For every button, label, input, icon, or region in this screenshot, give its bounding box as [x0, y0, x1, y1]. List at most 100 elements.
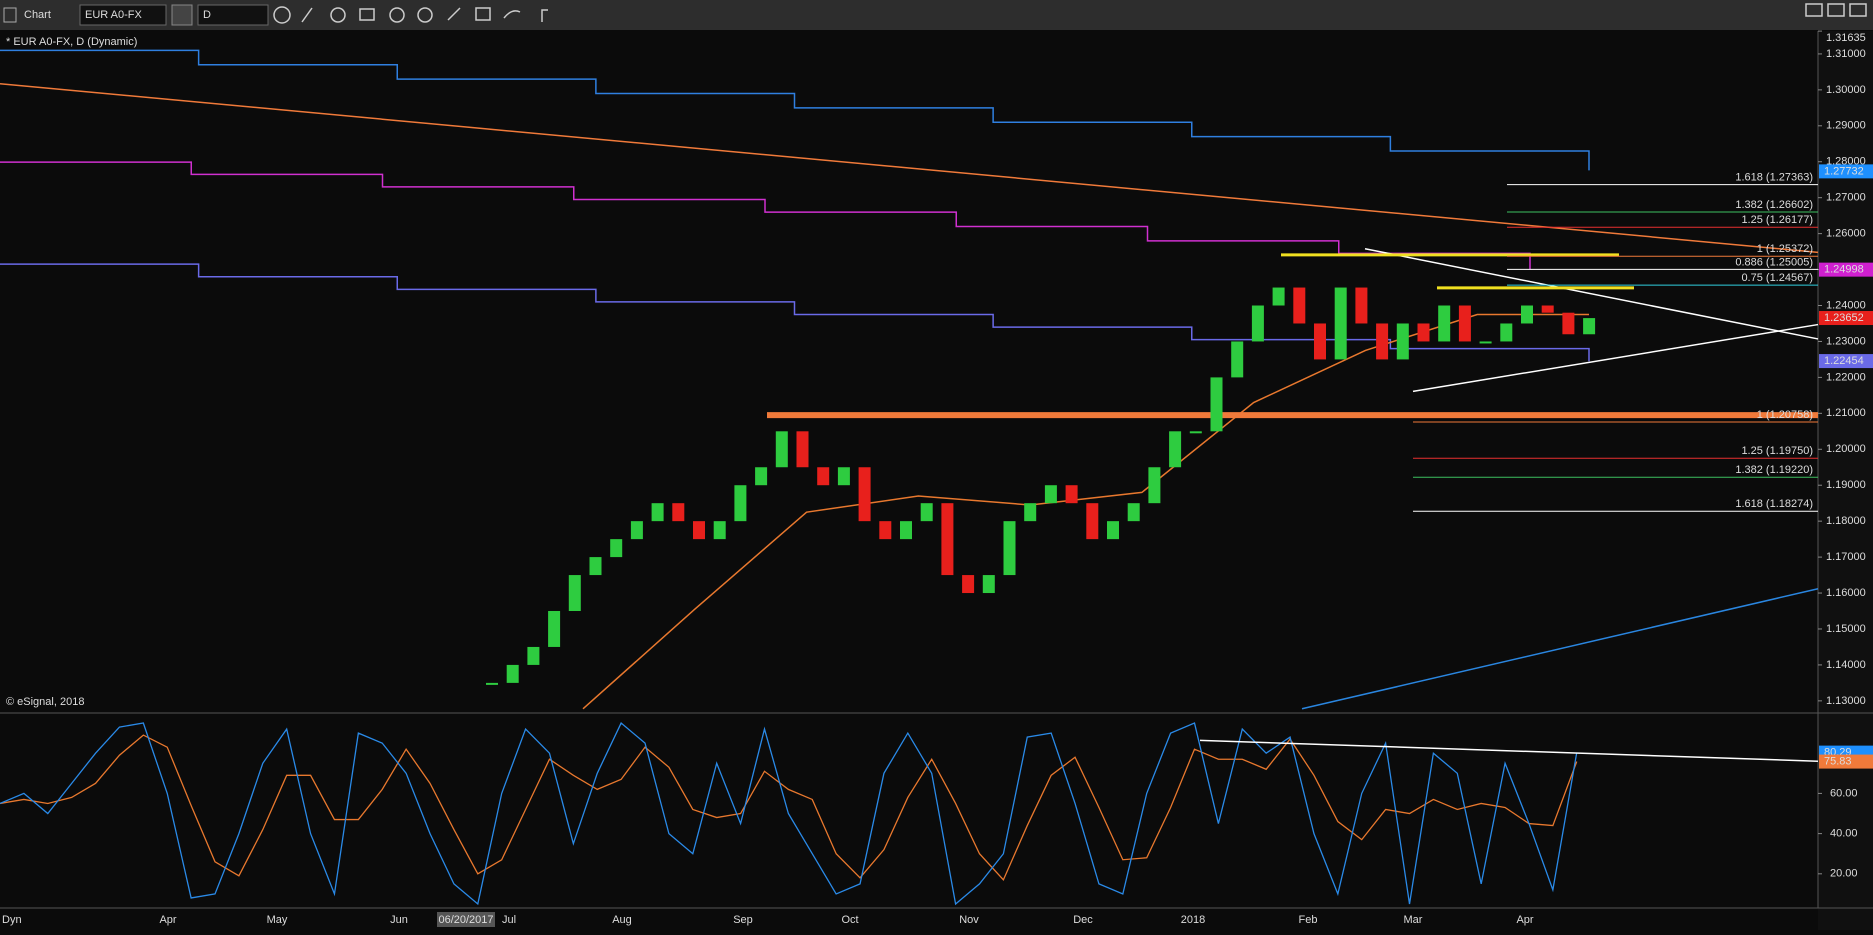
study-tool[interactable]: [359, 8, 375, 21]
x-tick-label: Feb: [1299, 914, 1318, 926]
candle: [1479, 341, 1492, 344]
candle: [755, 467, 768, 486]
candle: [1210, 377, 1223, 432]
y-tick-label: 1.21000: [1826, 407, 1866, 419]
candle: [1541, 305, 1554, 313]
chart-icon: [3, 7, 17, 23]
stoch-line: [0, 722, 1578, 906]
price-marker: [1819, 262, 1873, 277]
candle: [1127, 503, 1140, 522]
candle: [941, 503, 954, 576]
candle: [527, 646, 540, 665]
y-tick-label: 1.19000: [1826, 479, 1866, 491]
pane-label: * EUR A0-FX, D (Dynamic): [6, 36, 137, 48]
stoch-marker: [1819, 754, 1873, 769]
twitter-button[interactable]: [503, 10, 521, 19]
symbol[interactable]: EUR A0-FX: [85, 9, 143, 21]
x-tick-label: Aug: [612, 914, 632, 926]
symbol-button[interactable]: [171, 4, 193, 26]
y-tick-label: 1.22000: [1826, 371, 1866, 383]
x-tick-label: Jun: [390, 914, 408, 926]
x-tick-label: Apr: [159, 914, 176, 926]
symbol-box[interactable]: [79, 4, 167, 26]
candle: [1293, 287, 1306, 324]
y-tick-label: 1.18000: [1826, 515, 1866, 527]
x-tick-label: May: [267, 914, 288, 926]
candle: [1169, 431, 1182, 468]
overlay-line: [1301, 587, 1819, 710]
candle: [858, 467, 871, 522]
fib-label: 1 (1.25372): [1757, 243, 1813, 255]
play-tool[interactable]: [389, 7, 405, 23]
price-axis: [1818, 31, 1873, 930]
price-marker-label: 1.24998: [1824, 264, 1864, 276]
candle: [1065, 485, 1078, 504]
facebook-button[interactable]: [541, 9, 548, 22]
price-marker: [1819, 354, 1873, 369]
interval[interactable]: D: [203, 9, 211, 21]
candle: [672, 503, 685, 522]
x-tick-label: Apr: [1516, 914, 1533, 926]
candle: [1272, 287, 1285, 306]
candle: [817, 467, 830, 486]
candle: [1314, 323, 1326, 360]
copyright: © eSignal, 2018: [6, 696, 84, 708]
cursor-date-box: [437, 912, 495, 927]
y-tick-label: 1.30000: [1826, 84, 1866, 96]
draw-tool[interactable]: [301, 7, 313, 23]
cursor-date: 06/20/2017: [438, 914, 493, 926]
refresh-tool[interactable]: [330, 7, 346, 23]
candle: [920, 503, 933, 522]
x-tick-label: Jul: [502, 914, 516, 926]
candle: [713, 521, 726, 540]
candle: [1148, 467, 1161, 504]
x-tick-label: Nov: [959, 914, 979, 926]
candle: [1500, 323, 1513, 342]
toolbar: [0, 0, 1873, 30]
zoom-tool[interactable]: [417, 7, 433, 23]
fib-label: 1.618 (1.18274): [1735, 498, 1813, 510]
y-tick-label: 1.29000: [1826, 120, 1866, 132]
y-tick-label: 1.31635: [1826, 32, 1866, 44]
maximize-button[interactable]: [1827, 3, 1845, 17]
x-tick-label: Sep: [733, 914, 753, 926]
window-title: Chart: [24, 9, 51, 21]
price-marker-label: 1.23652: [1824, 312, 1864, 324]
interval-button[interactable]: [273, 6, 291, 24]
candle: [548, 611, 561, 647]
y-tick-label: 1.13000: [1826, 695, 1866, 707]
y-tick-label: 1.26000: [1826, 228, 1866, 240]
candle: [1562, 312, 1575, 335]
y-tick-label: 1.15000: [1826, 623, 1866, 635]
y-tick-label: 1.31000: [1826, 48, 1866, 60]
candle: [1024, 503, 1037, 522]
axis-mode: Dyn: [2, 914, 22, 926]
overlay-line: [0, 49, 1590, 171]
y-tick-label: 1.16000: [1826, 587, 1866, 599]
y-tick-label: 1.27000: [1826, 192, 1866, 204]
stoch-layer: [0, 722, 1819, 906]
minimize-button[interactable]: [1805, 3, 1823, 17]
candle: [486, 682, 498, 685]
fib-label: 1.25 (1.19750): [1741, 445, 1813, 457]
candle: [630, 521, 643, 540]
candle: [1396, 323, 1409, 360]
candle: [1003, 521, 1016, 576]
candle: [1231, 341, 1244, 378]
candle: [1438, 305, 1451, 342]
cursor-tool[interactable]: [447, 7, 461, 21]
axis-layer: 1.316351.310001.300001.290001.280001.270…: [2, 30, 1873, 927]
candle: [796, 431, 809, 468]
fib-label: 1.382 (1.26602): [1735, 199, 1813, 211]
close-button[interactable]: [1849, 3, 1867, 17]
overlay-line: [1364, 247, 1819, 340]
x-tick-label: 2018: [1181, 914, 1205, 926]
interval-box[interactable]: [197, 4, 269, 26]
y-tick-label: 60.00: [1830, 787, 1858, 799]
candle: [506, 664, 519, 683]
price-layer: 1.618 (1.27363) 1.382 (1.26602) 1.25 (1.26…: [0, 49, 1819, 710]
candle: [1417, 323, 1430, 342]
chat-tool[interactable]: [475, 7, 491, 21]
